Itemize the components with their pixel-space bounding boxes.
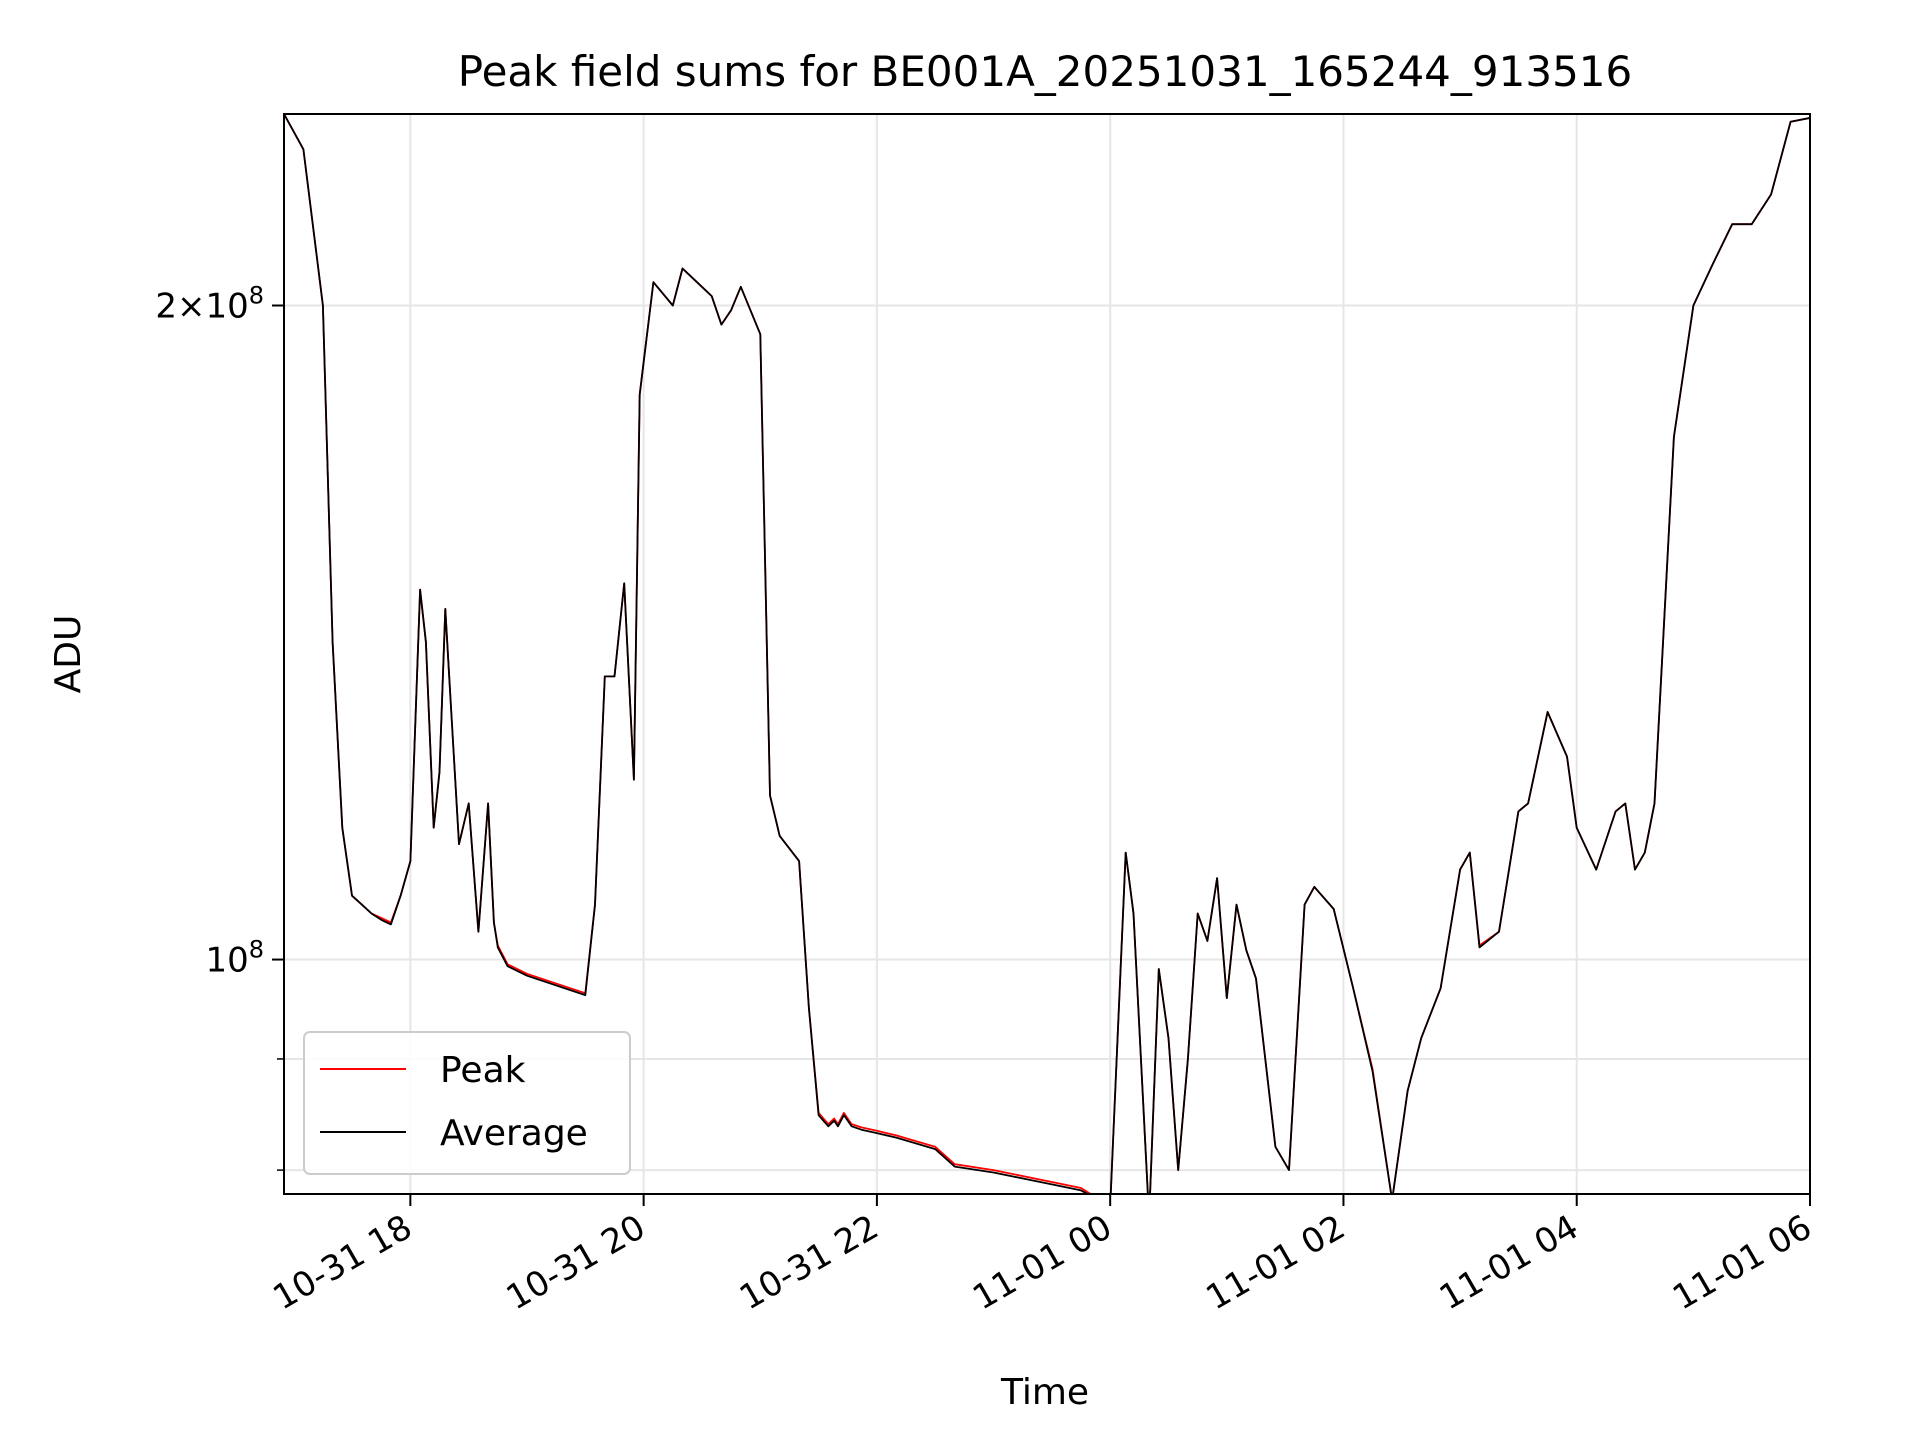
series-group [284, 114, 1810, 1194]
plot-frame [283, 113, 1811, 1195]
y-tick-label: 2×108 [155, 281, 264, 326]
y-axis: 108 2×108 [155, 281, 284, 1171]
x-axis-label: Time [1000, 1372, 1089, 1413]
legend-label-average: Average [440, 1113, 588, 1154]
y-tick-label: 108 [205, 936, 264, 981]
legend: Peak Average [303, 1031, 631, 1175]
legend-box [303, 1031, 631, 1175]
y-axis-label: ADU [48, 615, 89, 694]
series-line-average [284, 114, 1810, 1194]
legend-label-peak: Peak [440, 1050, 526, 1091]
chart-title: Peak field sums for BE001A_20251031_1652… [458, 47, 1632, 96]
